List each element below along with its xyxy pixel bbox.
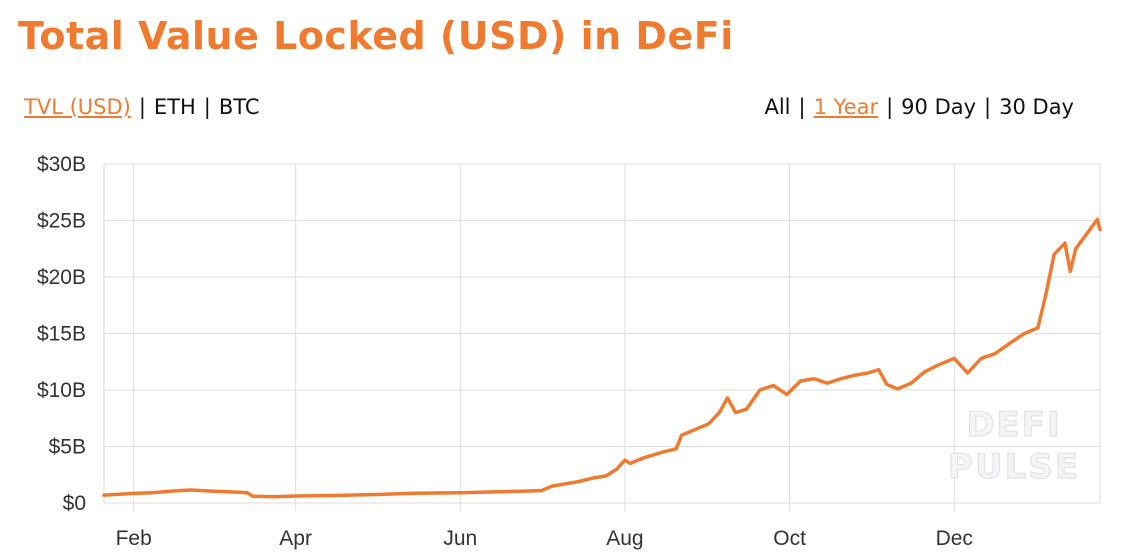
x-tick-label: Feb: [116, 527, 152, 550]
x-tick-label: Jun: [443, 527, 477, 550]
separator: |: [886, 95, 894, 119]
y-tick-label: $30B: [37, 153, 86, 176]
tab-tvl-usd[interactable]: TVL (USD): [24, 95, 131, 119]
x-tick-label: Aug: [606, 527, 643, 550]
range-tabs: All | 1 Year | 90 Day | 30 Day: [764, 95, 1074, 119]
y-tick-label: $25B: [37, 210, 86, 233]
watermark-line-2: PULSE: [948, 447, 1080, 487]
y-tick-label: $0: [63, 492, 86, 515]
watermark-line-1: DEFI: [966, 405, 1061, 445]
separator: |: [984, 95, 992, 119]
x-tick-label: Oct: [773, 527, 806, 550]
tab-eth[interactable]: ETH: [153, 95, 196, 119]
x-axis-ticks: Feb Apr Jun Aug Oct Dec: [116, 527, 973, 550]
separator: |: [138, 95, 146, 119]
y-tick-label: $20B: [37, 266, 86, 289]
metric-tabs: TVL (USD) | ETH | BTC: [24, 95, 260, 119]
y-tick-label: $5B: [49, 436, 86, 459]
y-tick-label: $10B: [37, 379, 86, 402]
y-axis-ticks: $0 $5B $10B $15B $20B $25B $30B: [37, 153, 86, 515]
tab-90-day[interactable]: 90 Day: [901, 95, 977, 119]
tab-btc[interactable]: BTC: [218, 95, 260, 119]
x-tick-label: Dec: [936, 527, 973, 550]
page-title: Total Value Locked (USD) in DeFi: [18, 14, 734, 58]
x-tick-label: Apr: [279, 527, 312, 550]
separator: |: [798, 95, 806, 119]
tab-1-year[interactable]: 1 Year: [813, 95, 879, 119]
grid: [103, 163, 1101, 511]
defi-pulse-watermark: DEFI PULSE: [947, 404, 1080, 487]
separator: |: [203, 95, 211, 119]
tvl-series-line: [102, 217, 1102, 499]
tab-all[interactable]: All: [764, 95, 791, 119]
y-tick-label: $15B: [37, 323, 86, 346]
tab-30-day[interactable]: 30 Day: [999, 95, 1074, 119]
